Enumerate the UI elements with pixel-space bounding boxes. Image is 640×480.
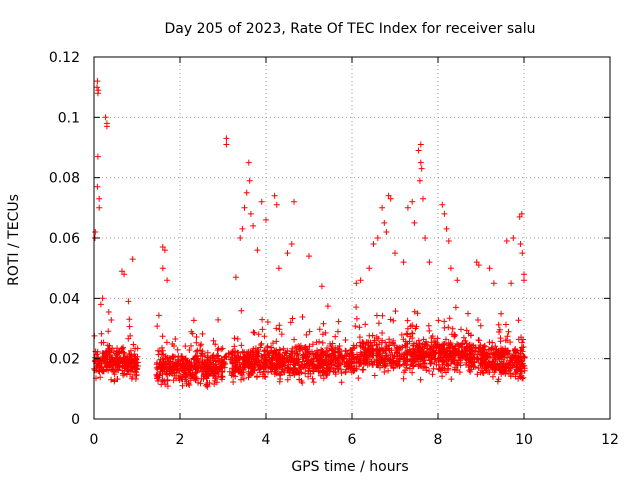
y-tick-label: 0.08: [49, 171, 80, 187]
y-axis-label: ROTI / TECUs: [6, 194, 22, 286]
x-tick-label: 0: [90, 432, 99, 448]
y-tick-label: 0.1: [58, 110, 80, 126]
x-tick-label: 12: [601, 432, 619, 448]
x-tick-labels: 0 2 4 6 8 10 12: [90, 432, 619, 448]
y-tick-label: 0: [71, 412, 80, 428]
roti-series-points: [91, 78, 528, 390]
x-axis-label: GPS time / hours: [291, 459, 408, 475]
x-tick-label: 8: [434, 432, 443, 448]
y-tick-label: 0.06: [49, 231, 80, 247]
y-tick-labels: 0 0.02 0.04 0.06 0.08 0.1 0.12: [49, 50, 80, 428]
chart-title: Day 205 of 2023, Rate Of TEC Index for r…: [164, 21, 535, 37]
y-tick-label: 0.04: [49, 291, 80, 307]
data-points: [91, 78, 528, 390]
x-tick-label: 4: [262, 432, 271, 448]
y-tick-label: 0.12: [49, 50, 80, 66]
grid-lines: [94, 57, 610, 419]
x-tick-label: 2: [176, 432, 185, 448]
axis-ticks: [93, 56, 611, 420]
x-tick-label: 6: [348, 432, 357, 448]
x-tick-label: 10: [515, 432, 533, 448]
y-tick-label: 0.02: [49, 352, 80, 368]
